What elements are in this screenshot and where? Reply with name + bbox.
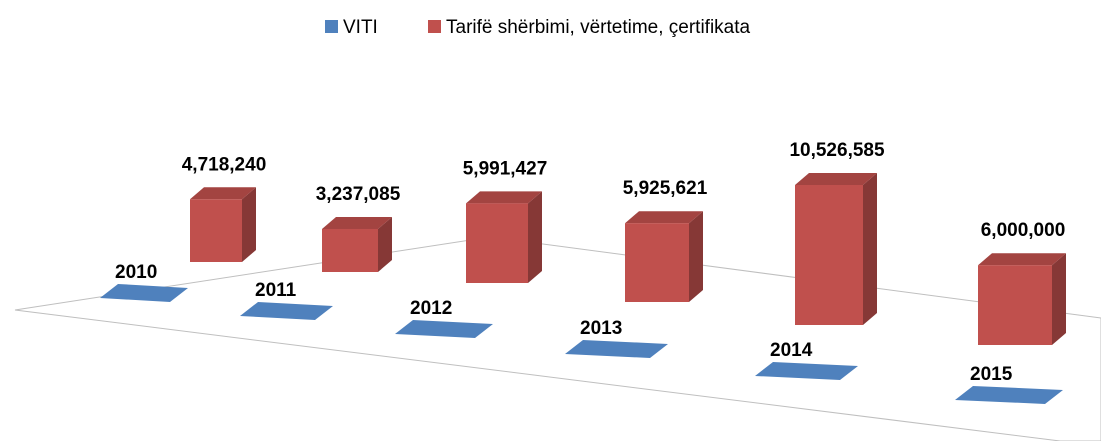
bar-top: [240, 301, 333, 320]
bar-side: [242, 187, 256, 262]
legend-label: Tarifë shërbimi, vërtetime, çertifikata: [446, 17, 751, 38]
data-label: 10,526,585: [789, 140, 885, 161]
data-label: 2014: [770, 340, 813, 361]
bar: [755, 361, 858, 380]
floor: [14, 236, 1101, 441]
data-label: 3,237,085: [316, 184, 401, 205]
bar: [795, 173, 877, 325]
bar-top: [322, 216, 392, 229]
bar: [955, 385, 1063, 404]
bar-front: [795, 185, 863, 325]
bar: [466, 191, 542, 283]
data-label: 2012: [410, 298, 452, 319]
bar: [978, 253, 1066, 345]
bar: [322, 216, 392, 272]
bar-top: [100, 283, 188, 302]
bar: [100, 283, 188, 302]
bar-side: [1052, 253, 1066, 345]
legend-label: VITI: [343, 17, 378, 38]
bar-side: [528, 191, 542, 283]
bar-front: [625, 223, 689, 302]
bar: [190, 187, 256, 262]
bar-top: [190, 187, 256, 200]
legend-swatch: [325, 20, 338, 33]
bar: [240, 301, 333, 320]
bar-front: [190, 199, 242, 262]
bar-side: [689, 211, 703, 302]
data-label: 6,000,000: [981, 220, 1066, 241]
bar-side: [378, 216, 392, 272]
bar: [565, 339, 668, 358]
bar-top: [978, 253, 1066, 266]
data-label: 4,718,240: [182, 154, 267, 175]
bar: [625, 211, 703, 302]
bar: [395, 319, 493, 338]
bar-top: [565, 339, 668, 358]
data-label: 5,991,427: [463, 158, 548, 179]
data-label: 2010: [115, 262, 157, 283]
bar-front: [466, 203, 528, 283]
bar-top: [466, 191, 542, 204]
bar-top: [625, 211, 703, 224]
bar-top: [955, 385, 1063, 404]
data-label: 2011: [255, 280, 297, 301]
bar-top: [795, 173, 877, 185]
bar-front: [322, 228, 378, 272]
bar-side: [863, 173, 877, 325]
data-label: 5,925,621: [623, 178, 708, 199]
data-label: 2013: [580, 318, 622, 339]
legend-swatch: [428, 20, 441, 33]
bar-top: [395, 319, 493, 338]
bar-front: [978, 265, 1052, 345]
data-label: 2015: [970, 364, 1013, 385]
bar-top: [755, 361, 858, 380]
